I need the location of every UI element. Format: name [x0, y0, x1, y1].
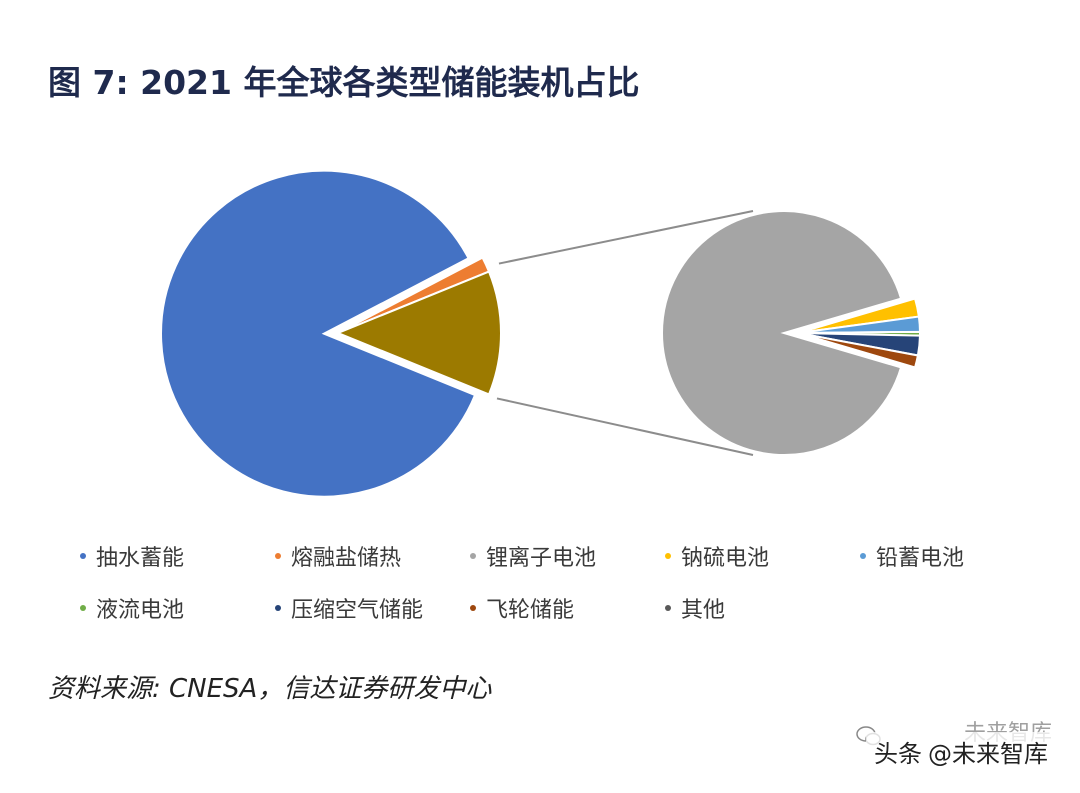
- legend: 抽水蓄能 熔融盐储热 锂离子电池 钠硫电池 铅蓄电池液流电池 压缩空气储能 飞轮储能 其他: [80, 540, 1060, 624]
- legend-item: 压缩空气储能: [275, 592, 470, 624]
- legend-label: 锂离子电池: [486, 546, 597, 571]
- legend-marker: [470, 553, 476, 559]
- pie-of-pie-chart: [160, 169, 922, 498]
- legend-label: 抽水蓄能: [96, 546, 185, 571]
- legend-label: 钠硫电池: [681, 546, 770, 571]
- legend-label: 液流电池: [96, 598, 185, 623]
- legend-label: 铅蓄电池: [876, 546, 965, 571]
- chart-title: 图 7: 2021 年全球各类型储能装机占比: [48, 63, 640, 102]
- legend-item: 飞轮储能: [470, 592, 665, 624]
- legend-item: 熔融盐储热: [275, 540, 470, 572]
- legend-label: 压缩空气储能: [291, 598, 424, 623]
- legend-marker: [275, 605, 281, 611]
- main-pie-slice-1: [160, 169, 477, 498]
- legend-item: 铅蓄电池: [860, 540, 1055, 572]
- legend-marker: [665, 553, 671, 559]
- connector-line-bottom: [496, 397, 754, 456]
- legend-label: 飞轮储能: [486, 598, 575, 623]
- watermark-account: @未来智库: [928, 740, 1048, 768]
- legend-marker: [275, 553, 281, 559]
- watermark: 头条 @未来智库: [866, 732, 1056, 771]
- watermark-platform: 头条: [874, 740, 922, 768]
- connector-line-top: [498, 210, 754, 265]
- legend-marker: [80, 605, 86, 611]
- main-pie-slice-3: [335, 270, 502, 396]
- legend-marker: [860, 553, 866, 559]
- legend-item: 锂离子电池: [470, 540, 665, 572]
- legend-label: 其他: [681, 598, 726, 623]
- secondary-pie-slice-1: [661, 210, 903, 456]
- source-note: 资料来源: CNESA，信达证券研发中心: [48, 674, 492, 704]
- legend-item: 钠硫电池: [665, 540, 860, 572]
- legend-marker: [470, 605, 476, 611]
- legend-item: 液流电池: [80, 592, 275, 624]
- legend-marker: [80, 553, 86, 559]
- legend-item: 抽水蓄能: [80, 540, 275, 572]
- secondary-pie-slice-6: [797, 332, 920, 369]
- legend-label: 熔融盐储热: [291, 546, 402, 571]
- legend-item: 其他: [665, 592, 860, 624]
- legend-marker: [665, 605, 671, 611]
